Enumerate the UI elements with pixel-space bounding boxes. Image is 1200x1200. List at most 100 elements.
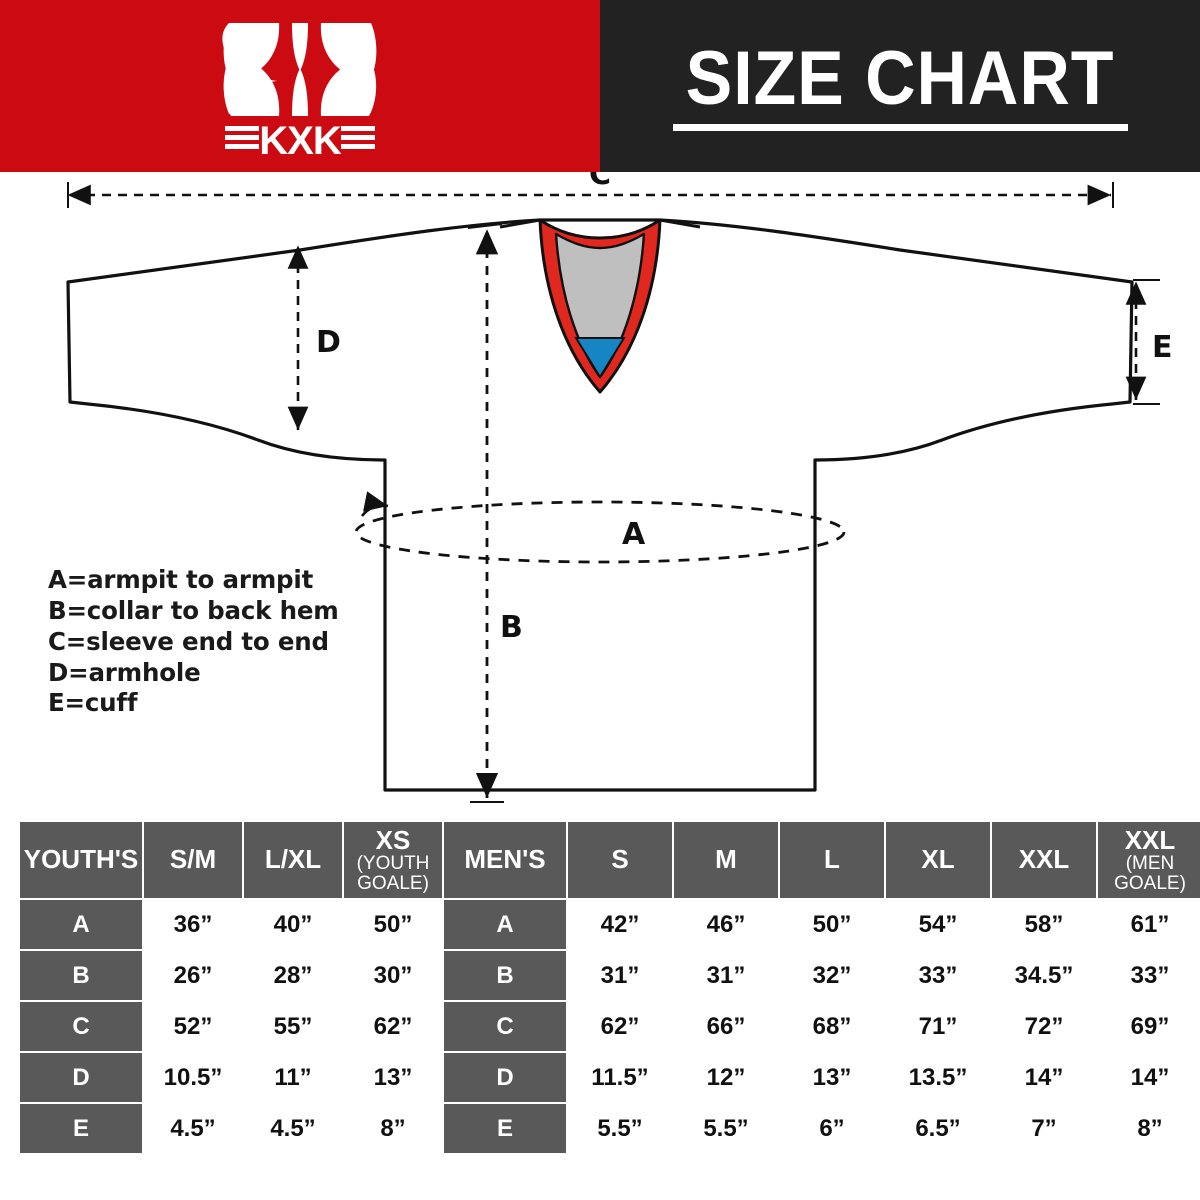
page-title: SIZE CHART — [685, 36, 1115, 122]
col-header-xl: XL — [886, 822, 990, 898]
table-header-row: YOUTH'S S/M L/XL XS (YOUTH GOALE) MEN'S … — [20, 822, 1200, 898]
col-header-lxl: L/XL — [244, 822, 342, 898]
col-header-mens-label: MEN'S — [464, 844, 546, 875]
cell-youth-d-lxl: 11” — [244, 1053, 342, 1102]
cell-men-e-s: 5.5” — [568, 1104, 672, 1153]
cell-men-c-xxl-goalie: 69” — [1098, 1002, 1200, 1051]
cell-men-d-xxl-goalie: 14” — [1098, 1053, 1200, 1102]
cell-youth-a-lxl: 40” — [244, 900, 342, 949]
col-header-xxl-label: XXL — [1018, 844, 1070, 875]
cell-men-a-xxl-goalie: 61” — [1098, 900, 1200, 949]
cell-men-c-xl: 71” — [886, 1002, 990, 1051]
col-header-lxl-label: L/XL — [264, 844, 322, 875]
row-label-men-d: D — [444, 1053, 566, 1102]
col-header-youths-label: YOUTH'S — [23, 844, 139, 875]
row-label-men-e: E — [444, 1104, 566, 1153]
size-table-wrap: YOUTH'S S/M L/XL XS (YOUTH GOALE) MEN'S … — [18, 820, 1200, 1155]
row-label-youth-a: A — [20, 900, 142, 949]
measurement-legend: A=armpit to armpit B=collar to back hem … — [48, 565, 339, 719]
dimension-e-line: E — [1125, 279, 1173, 405]
dimension-d-line: D — [287, 245, 341, 430]
cell-youth-d-sm: 10.5” — [144, 1053, 242, 1102]
cell-men-c-m: 66” — [674, 1002, 778, 1051]
cell-men-b-s: 31” — [568, 951, 672, 1000]
cell-youth-a-sm: 36” — [144, 900, 242, 949]
cell-men-a-m: 46” — [674, 900, 778, 949]
row-label-youth-c: C — [20, 1002, 142, 1051]
dimension-c-line — [67, 182, 1114, 208]
row-label-men-b: B — [444, 951, 566, 1000]
col-header-m-label: M — [715, 844, 737, 875]
col-header-l: L — [780, 822, 884, 898]
cell-youth-e-xs: 8” — [344, 1104, 442, 1153]
legend-line-e: E=cuff — [48, 688, 138, 718]
table-row: B 26” 28” 30” B 31” 31” 32” 33” 34.5” 33… — [20, 951, 1200, 1000]
cell-men-b-xxl-goalie: 33” — [1098, 951, 1200, 1000]
cell-men-d-xxl: 14” — [992, 1053, 1096, 1102]
cell-youth-b-lxl: 28” — [244, 951, 342, 1000]
row-label-youth-e: E — [20, 1104, 142, 1153]
row-label-men-a: A — [444, 900, 566, 949]
cell-men-a-l: 50” — [780, 900, 884, 949]
size-table: YOUTH'S S/M L/XL XS (YOUTH GOALE) MEN'S … — [18, 820, 1200, 1155]
page-header: KXK SIZE CHART — [0, 0, 1200, 172]
row-label-men-c: C — [444, 1002, 566, 1051]
dimension-c-label: C — [589, 172, 611, 192]
cell-men-c-s: 62” — [568, 1002, 672, 1051]
table-row: C 52” 55” 62” C 62” 66” 68” 71” 72” 69” — [20, 1002, 1200, 1051]
col-header-sm: S/M — [144, 822, 242, 898]
cell-men-b-l: 32” — [780, 951, 884, 1000]
cell-men-a-xxl: 58” — [992, 900, 1096, 949]
cell-men-e-xl: 6.5” — [886, 1104, 990, 1153]
cell-youth-d-xs: 13” — [344, 1053, 442, 1102]
cell-men-b-xxl: 34.5” — [992, 951, 1096, 1000]
title-block: SIZE CHART — [667, 36, 1133, 131]
cell-men-d-l: 13” — [780, 1053, 884, 1102]
cell-youth-c-sm: 52” — [144, 1002, 242, 1051]
cell-youth-c-lxl: 55” — [244, 1002, 342, 1051]
kxk-logo-icon: KXK — [215, 15, 385, 163]
col-header-mens: MEN'S — [444, 822, 566, 898]
title-underline-rule — [672, 123, 1128, 131]
jersey-diagram: D E A B C — [0, 172, 1200, 817]
cell-men-e-m: 5.5” — [674, 1104, 778, 1153]
cell-youth-b-xs: 30” — [344, 951, 442, 1000]
jersey-collar — [499, 218, 701, 394]
cell-youth-e-lxl: 4.5” — [244, 1104, 342, 1153]
col-header-s: S — [568, 822, 672, 898]
brand-panel: KXK — [0, 0, 600, 172]
col-header-m: M — [674, 822, 778, 898]
col-header-xs-label: XS — [375, 824, 411, 855]
table-row: A 36” 40” 50” A 42” 46” 50” 54” 58” 61” — [20, 900, 1200, 949]
legend-line-c: C=sleeve end to end — [48, 626, 329, 656]
col-header-xxl-goalie-sublabel: (MEN GOALE) — [1114, 853, 1186, 894]
dimension-b-label: B — [500, 610, 523, 645]
cell-men-c-l: 68” — [780, 1002, 884, 1051]
col-header-xs-youth-goalie: XS (YOUTH GOALE) — [344, 822, 442, 898]
row-label-youth-b: B — [20, 951, 142, 1000]
dimension-e-label: E — [1152, 330, 1173, 365]
title-panel: SIZE CHART — [600, 0, 1200, 172]
legend-line-b: B=collar to back hem — [48, 595, 339, 625]
cell-men-d-xl: 13.5” — [886, 1053, 990, 1102]
col-header-xl-label: XL — [921, 844, 955, 875]
dimension-d-label: D — [316, 325, 341, 360]
col-header-youths: YOUTH'S — [20, 822, 142, 898]
legend-line-d: D=armhole — [48, 657, 201, 687]
legend-line-a: A=armpit to armpit — [48, 565, 314, 594]
cell-men-d-m: 12” — [674, 1053, 778, 1102]
cell-men-e-xxl: 7” — [992, 1104, 1096, 1153]
cell-men-e-l: 6” — [780, 1104, 884, 1153]
dimension-a-label: A — [622, 517, 646, 552]
col-header-sm-label: S/M — [169, 844, 217, 875]
svg-text:KXK: KXK — [259, 119, 342, 160]
table-row: D 10.5” 11” 13” D 11.5” 12” 13” 13.5” 14… — [20, 1053, 1200, 1102]
col-header-l-label: L — [824, 844, 840, 875]
cell-youth-e-sm: 4.5” — [144, 1104, 242, 1153]
cell-youth-b-sm: 26” — [144, 951, 242, 1000]
dimension-a-ellipse: A — [354, 491, 846, 564]
cell-men-e-xxl-goalie: 8” — [1098, 1104, 1200, 1153]
cell-men-a-s: 42” — [568, 900, 672, 949]
cell-men-b-m: 31” — [674, 951, 778, 1000]
dimension-b-line: B — [467, 223, 523, 803]
